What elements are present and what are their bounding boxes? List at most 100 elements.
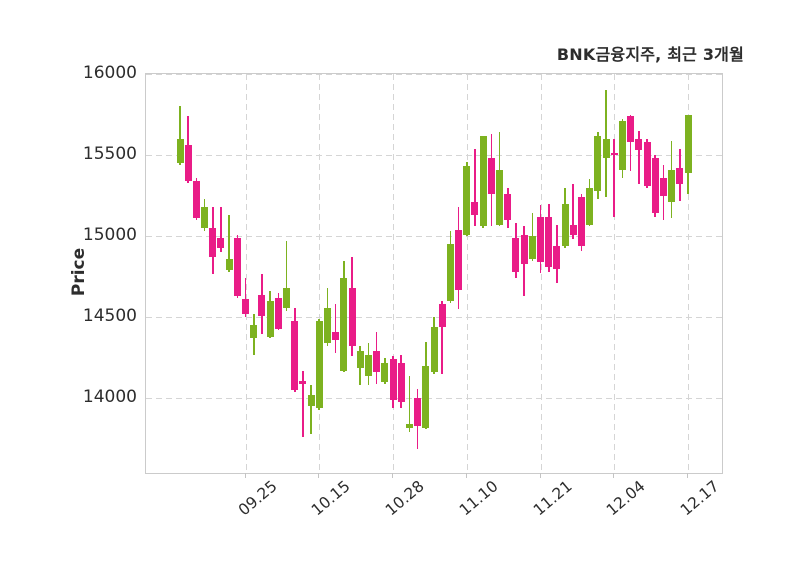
grid-h-line xyxy=(146,398,722,400)
candle-body xyxy=(258,294,266,316)
candle-wick xyxy=(179,106,181,165)
candle-body xyxy=(373,351,381,373)
y-tick-label: 16000 xyxy=(82,63,137,83)
candle-body xyxy=(299,380,307,384)
x-tick-mark xyxy=(687,473,688,478)
candle-wick xyxy=(228,215,230,272)
x-tick-label: 12.17 xyxy=(677,477,723,520)
candle-body xyxy=(422,365,430,428)
candle-body xyxy=(315,320,323,409)
candle-body xyxy=(266,301,274,337)
x-tick-label: 09.25 xyxy=(234,477,281,520)
candle-body xyxy=(561,203,569,246)
candle-body xyxy=(225,258,233,271)
y-tick-label: 14500 xyxy=(82,306,137,327)
x-tick-mark xyxy=(465,473,467,478)
candle-body xyxy=(455,229,463,290)
candle-body xyxy=(471,202,479,216)
candle-body xyxy=(610,153,618,156)
candle-body xyxy=(414,398,422,426)
candle-body xyxy=(676,168,684,185)
candle-body xyxy=(364,354,372,376)
candle-body xyxy=(479,135,487,227)
candle-body xyxy=(651,158,659,214)
candle-body xyxy=(184,145,192,182)
grid-v-line xyxy=(466,74,468,473)
x-tick-mark xyxy=(318,473,320,478)
candle-wick xyxy=(474,148,476,227)
candle-body xyxy=(209,228,217,258)
grid-v-line xyxy=(688,74,689,473)
y-tick-label: 15000 xyxy=(82,225,137,246)
candle-body xyxy=(528,236,536,259)
candle-body xyxy=(463,166,471,235)
candle-body xyxy=(537,216,545,263)
x-tick-mark xyxy=(613,473,615,478)
grid-v-line xyxy=(540,74,542,473)
candle-wick xyxy=(302,370,304,438)
x-tick-label: 12.04 xyxy=(603,477,649,520)
x-tick-label: 10.28 xyxy=(382,477,428,520)
candle-body xyxy=(274,297,282,329)
candle-wick xyxy=(310,385,312,435)
chart-title: BNK금융지주, 최근 3개월 xyxy=(556,45,744,64)
x-tick-mark xyxy=(539,473,541,478)
candle-body xyxy=(545,216,553,267)
candle-body xyxy=(618,121,626,170)
candle-body xyxy=(192,181,200,219)
candle-body xyxy=(356,351,364,368)
candle-wick xyxy=(244,278,247,318)
candle-body xyxy=(602,138,610,159)
candle-body xyxy=(323,307,331,344)
x-tick-label: 11.10 xyxy=(455,477,502,520)
candle-body xyxy=(250,325,258,339)
candle-body xyxy=(569,224,577,235)
candle-body xyxy=(381,362,389,383)
candle-wick xyxy=(334,304,337,353)
candle-body xyxy=(348,288,356,347)
grid-v-line xyxy=(393,74,395,473)
candle-wick xyxy=(629,114,632,172)
candle-body xyxy=(307,395,315,407)
candle-body xyxy=(496,169,504,225)
grid-h-line xyxy=(146,236,722,238)
candle-wick xyxy=(220,207,222,253)
candle-body xyxy=(291,320,299,391)
y-tick-label: 14000 xyxy=(82,387,137,408)
candle-body xyxy=(438,304,446,328)
grid-h-line xyxy=(146,74,722,75)
candle-body xyxy=(594,135,602,191)
x-tick-label: 11.21 xyxy=(529,477,576,520)
candle-wick xyxy=(285,241,288,311)
candle-body xyxy=(340,278,348,371)
candle-body xyxy=(487,158,495,194)
y-tick-label: 15500 xyxy=(82,144,137,165)
candle-body xyxy=(635,138,643,151)
grid-v-line xyxy=(614,74,616,473)
candle-body xyxy=(586,187,594,225)
candle-body xyxy=(504,194,512,220)
grid-v-line xyxy=(319,74,321,473)
candle-wick xyxy=(613,138,616,217)
x-tick-mark xyxy=(392,473,394,478)
candle-body xyxy=(446,244,454,302)
candle-body xyxy=(520,234,528,264)
candle-body xyxy=(389,359,397,400)
candle-body xyxy=(659,177,667,196)
candle-body xyxy=(512,237,520,272)
candle-wick xyxy=(638,130,640,185)
candle-body xyxy=(430,327,438,373)
plot-area xyxy=(145,73,723,474)
candle-body xyxy=(668,169,676,203)
candle-body xyxy=(397,362,405,402)
candle-body xyxy=(217,237,225,248)
candle-body xyxy=(553,245,561,269)
candle-body xyxy=(233,237,241,297)
candle-body xyxy=(627,116,635,143)
candle-body xyxy=(643,142,651,186)
candle-body xyxy=(684,114,692,173)
grid-h-line xyxy=(146,155,722,157)
candle-body xyxy=(201,207,209,229)
candle-body xyxy=(242,299,250,315)
